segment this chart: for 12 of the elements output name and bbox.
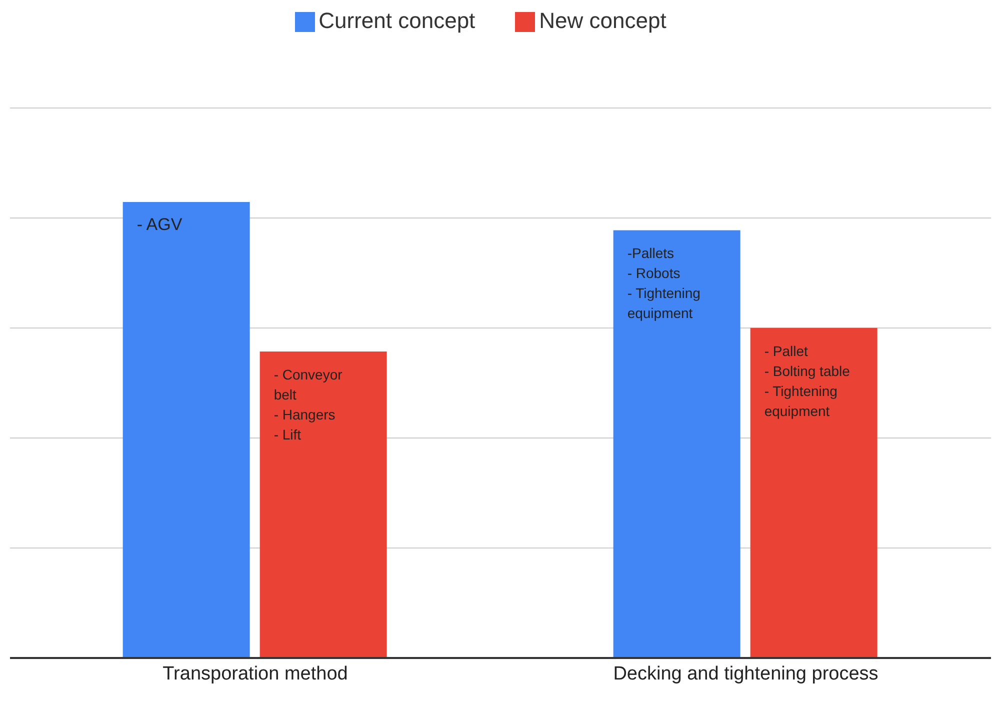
- annotation: - Pallet - Bolting table - Tightening equipment: [764, 342, 850, 419]
- legend-label: Current concept: [318, 8, 476, 33]
- bar: [750, 328, 878, 658]
- annotation: - Conveyor belt - Hangers - Lift: [274, 366, 343, 443]
- annotation: - AGV: [136, 214, 183, 234]
- bar: [122, 202, 250, 658]
- legend-label: New concept: [539, 8, 666, 33]
- x-tick-label: Decking and tightening process: [613, 663, 878, 684]
- bar: [260, 352, 387, 658]
- x-tick-label: Transporation method: [162, 663, 348, 684]
- bar: [613, 230, 740, 658]
- annotation: -Pallets - Robots - Tightening equipment: [627, 245, 700, 322]
